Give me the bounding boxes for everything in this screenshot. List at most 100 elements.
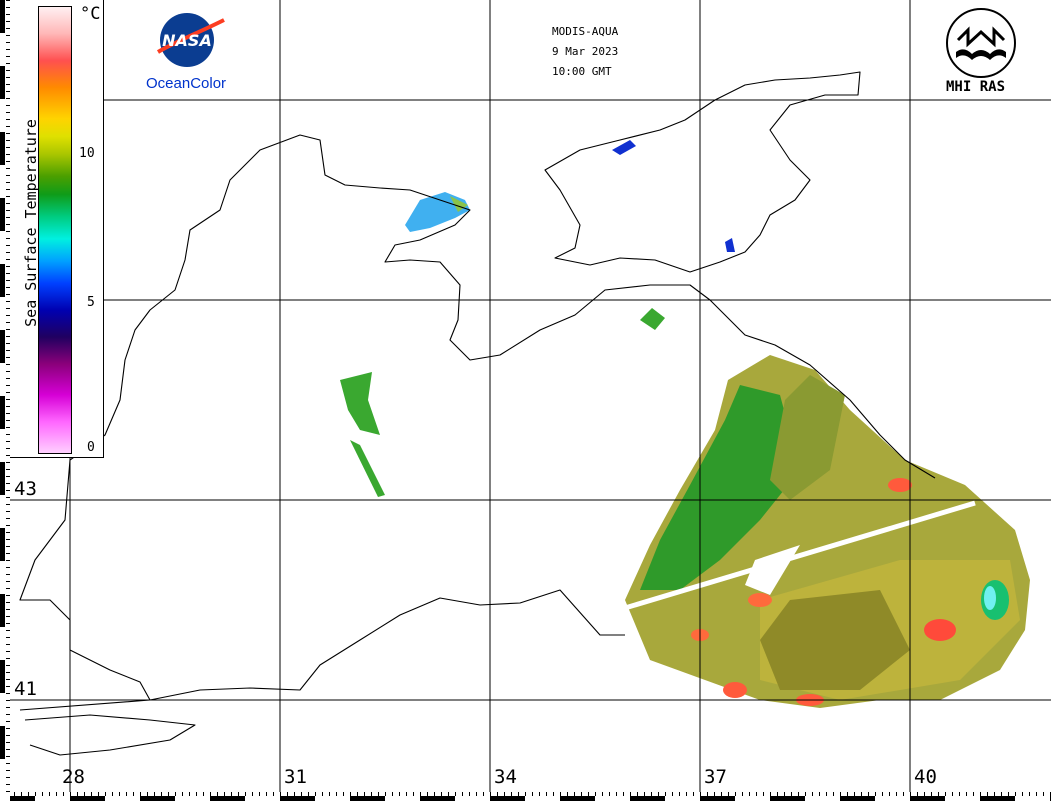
border-tick	[238, 792, 239, 796]
border-tick	[6, 42, 10, 43]
border-tick	[882, 792, 883, 796]
border-tick	[6, 567, 10, 568]
border-tick	[6, 343, 10, 344]
border-tick	[77, 792, 78, 796]
border-tick	[6, 140, 10, 141]
border-tick	[749, 792, 750, 796]
border-tick	[385, 792, 386, 796]
border-tick	[847, 792, 848, 796]
border-tick	[6, 406, 10, 407]
border-tick	[6, 224, 10, 225]
border-tick	[280, 796, 315, 801]
border-tick	[889, 792, 890, 796]
border-tick	[105, 792, 106, 796]
border-tick	[630, 796, 665, 801]
border-tick	[336, 792, 337, 796]
border-tick	[6, 693, 10, 694]
border-tick	[469, 792, 470, 796]
border-tick	[84, 792, 85, 796]
border-tick	[350, 796, 385, 801]
border-tick	[343, 792, 344, 796]
border-tick	[6, 574, 10, 575]
border-tick	[483, 792, 484, 796]
border-tick	[1001, 792, 1002, 796]
border-tick	[616, 792, 617, 796]
border-tick	[6, 483, 10, 484]
border-tick	[6, 602, 10, 603]
satellite-label: MODIS-AQUA	[552, 25, 619, 38]
border-tick	[861, 792, 862, 796]
border-tick	[399, 792, 400, 796]
border-tick	[6, 56, 10, 57]
border-tick	[6, 14, 10, 15]
ocean-color-label: OceanColor	[146, 75, 227, 92]
border-tick	[6, 504, 10, 505]
border-tick	[6, 497, 10, 498]
border-tick	[756, 792, 757, 796]
border-tick	[6, 329, 10, 330]
border-tick	[6, 378, 10, 379]
border-tick	[427, 792, 428, 796]
time-label: 10:00 GMT	[552, 65, 612, 78]
border-tick	[910, 792, 911, 796]
border-tick	[6, 700, 10, 701]
border-tick	[672, 792, 673, 796]
border-tick	[266, 792, 267, 796]
colorbar-tick-0: 0	[87, 440, 95, 455]
border-tick	[546, 792, 547, 796]
border-tick	[658, 792, 659, 796]
border-tick	[6, 259, 10, 260]
border-tick	[6, 728, 10, 729]
border-tick	[0, 66, 5, 99]
border-tick	[553, 792, 554, 796]
border-tick	[6, 637, 10, 638]
border-tick	[805, 792, 806, 796]
border-tick	[700, 796, 735, 801]
border-tick	[6, 448, 10, 449]
border-tick	[1008, 792, 1009, 796]
border-tick	[525, 792, 526, 796]
border-tick	[924, 792, 925, 796]
border-tick	[98, 792, 99, 796]
border-tick	[581, 792, 582, 796]
border-tick	[840, 792, 841, 796]
lon-label-34: 34	[494, 766, 517, 788]
border-tick	[287, 792, 288, 796]
border-tick	[6, 399, 10, 400]
border-tick	[154, 792, 155, 796]
date-label: 9 Mar 2023	[552, 45, 619, 58]
border-tick	[6, 28, 10, 29]
border-tick	[231, 792, 232, 796]
border-tick	[1029, 792, 1030, 796]
border-tick	[868, 792, 869, 796]
border-tick	[6, 413, 10, 414]
border-tick	[6, 385, 10, 386]
border-tick	[6, 238, 10, 239]
border-tick	[896, 792, 897, 796]
border-tick	[6, 630, 10, 631]
border-tick	[252, 792, 253, 796]
border-tick	[0, 528, 5, 561]
border-tick	[826, 792, 827, 796]
border-tick	[455, 792, 456, 796]
border-tick	[63, 792, 64, 796]
border-tick	[497, 792, 498, 796]
border-tick	[686, 792, 687, 796]
border-tick	[6, 105, 10, 106]
border-tick	[6, 434, 10, 435]
border-tick	[6, 441, 10, 442]
border-tick	[994, 792, 995, 796]
border-tick	[441, 792, 442, 796]
border-tick	[574, 792, 575, 796]
border-tick	[6, 532, 10, 533]
sst-west-swath	[340, 308, 665, 497]
border-tick	[14, 792, 15, 796]
border-tick	[0, 132, 5, 165]
border-tick	[6, 427, 10, 428]
border-tick	[6, 77, 10, 78]
border-tick	[6, 525, 10, 526]
border-tick	[490, 792, 491, 796]
border-tick	[420, 796, 455, 801]
border-tick	[6, 644, 10, 645]
border-tick	[308, 792, 309, 796]
